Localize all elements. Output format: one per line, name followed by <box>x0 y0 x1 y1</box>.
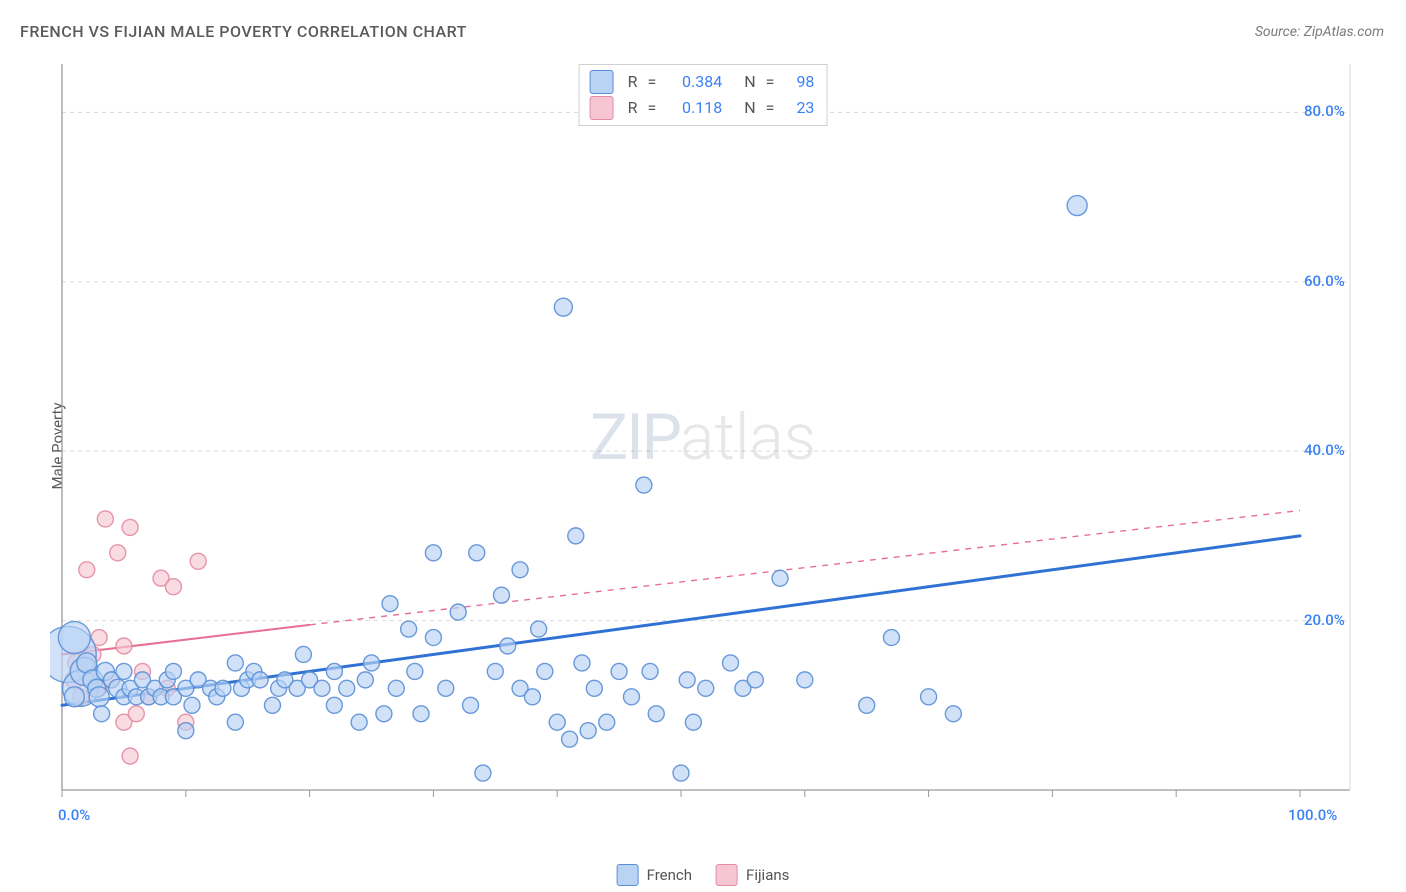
n-value: 98 <box>784 69 814 95</box>
y-tick-label: 20.0% <box>1304 611 1345 629</box>
legend-swatch-icon <box>617 864 639 886</box>
source-attribution: Source: ZipAtlas.com <box>1255 24 1384 40</box>
legend-swatch-icon <box>716 864 738 886</box>
chart-container: FRENCH VS FIJIAN MALE POVERTY CORRELATIO… <box>0 0 1406 892</box>
legend-label: Fijians <box>746 866 789 884</box>
stats-legend-row: R= 0.384 N= 98 <box>590 69 815 95</box>
legend-item: Fijians <box>716 864 789 886</box>
y-tick-label: 80.0% <box>1304 102 1345 120</box>
n-value: 23 <box>784 95 814 121</box>
chart-title: FRENCH VS FIJIAN MALE POVERTY CORRELATIO… <box>20 22 467 41</box>
r-value: 0.118 <box>666 95 722 121</box>
stats-legend-row: R= 0.118 N= 23 <box>590 95 815 121</box>
x-tick-label: 0.0% <box>58 806 90 824</box>
series-legend: French Fijians <box>617 864 790 886</box>
plot-area <box>50 60 1360 830</box>
legend-item: French <box>617 864 692 886</box>
legend-swatch-icon <box>590 70 614 94</box>
r-value: 0.384 <box>666 69 722 95</box>
scatter-plot-svg <box>50 60 1360 830</box>
legend-label: French <box>647 866 692 884</box>
y-tick-label: 60.0% <box>1304 272 1345 290</box>
legend-swatch-icon <box>590 96 614 120</box>
y-tick-label: 40.0% <box>1304 441 1345 459</box>
x-tick-label: 100.0% <box>1288 806 1337 824</box>
stats-legend: R= 0.384 N= 98 R= 0.118 N= 23 <box>579 64 828 126</box>
